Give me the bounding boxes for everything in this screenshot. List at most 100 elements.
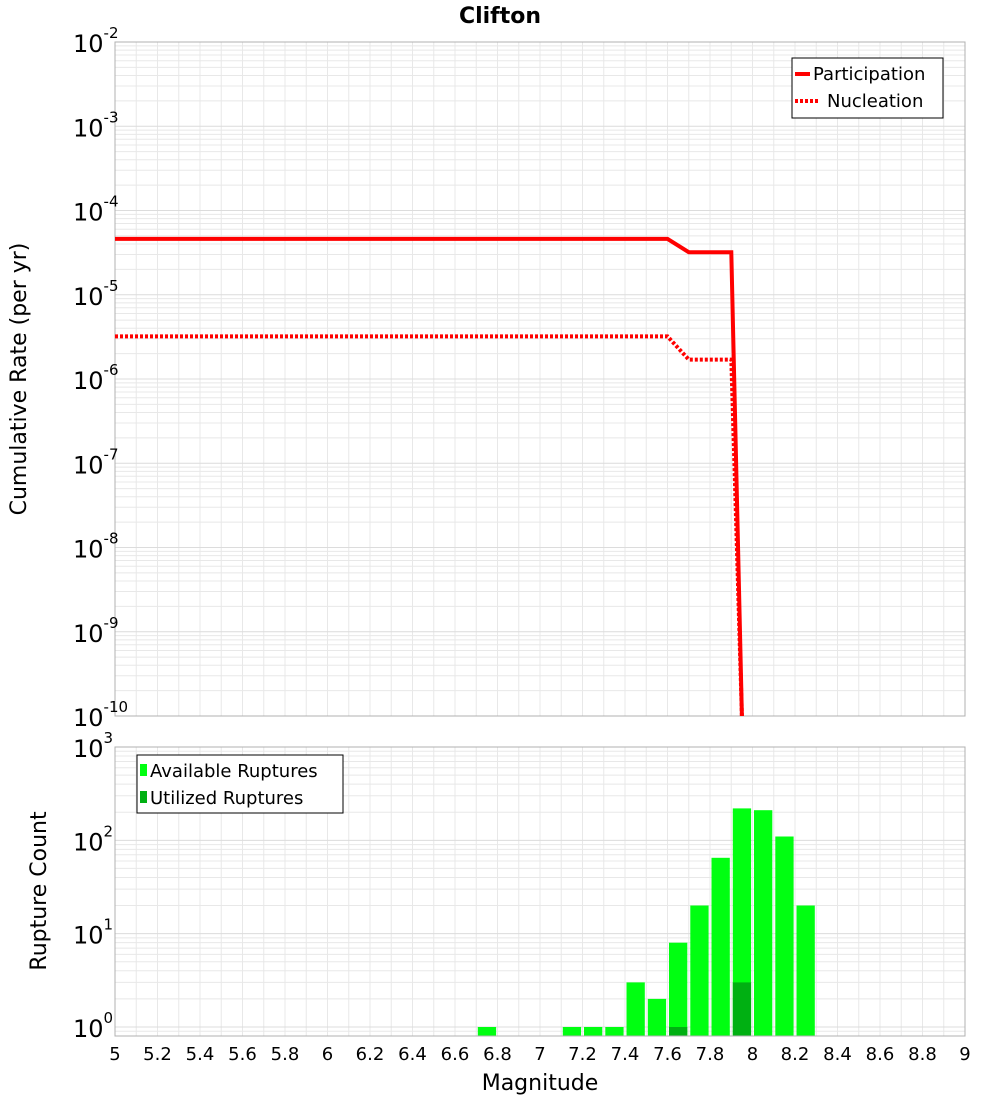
nucleation-legend-label: Nucleation <box>827 91 923 112</box>
bottom-y-tick-exp: 0 <box>104 1009 114 1027</box>
x-tick-labels: 5 5.2 5.4 5.6 5.8 6 6.2 6.4 6.6 6.8 7 7.2 7.4 7.6 7.8 8… <box>109 1044 970 1065</box>
top-y-tick-label: 10-3 <box>73 108 119 142</box>
utilized-ruptures-bar <box>669 1027 688 1036</box>
top-y-tick-base: 10 <box>73 536 104 564</box>
top-plot-grid <box>114 41 966 717</box>
bottom-y-tick-label: 101 <box>73 916 113 950</box>
top-y-tick-exp: -5 <box>104 277 119 295</box>
top-y-tick-base: 10 <box>73 199 104 227</box>
x-tick-label: 8 <box>747 1044 758 1065</box>
bottom-y-tick-label: 102 <box>73 822 113 856</box>
available-ruptures-bar <box>754 810 773 1036</box>
available-ruptures-bar <box>732 808 752 1036</box>
x-tick-label: 7.4 <box>611 1044 640 1065</box>
top-y-tick-base: 10 <box>73 620 104 648</box>
top-y-tick-base: 10 <box>73 704 104 732</box>
available-ruptures-bar <box>711 857 730 1036</box>
utilized-ruptures-legend-label: Utilized Ruptures <box>150 788 303 809</box>
bottom-plot-grid <box>114 746 966 1037</box>
available-ruptures-bar <box>584 1027 603 1036</box>
top-y-tick-base: 10 <box>73 114 104 142</box>
chart-title: Clifton <box>459 4 541 29</box>
top-y-tick-base: 10 <box>73 283 104 311</box>
top-y-tick-base: 10 <box>73 30 104 58</box>
top-legend: Participation Nucleation <box>791 57 944 119</box>
x-tick-label: 8.8 <box>908 1044 937 1065</box>
top-y-axis-label: Cumulative Rate (per yr) <box>7 243 32 516</box>
available-ruptures-bar <box>796 905 815 1036</box>
x-tick-label: 5.4 <box>186 1044 215 1065</box>
top-y-tick-base: 10 <box>73 451 104 479</box>
x-tick-label: 8.6 <box>866 1044 895 1065</box>
top-y-tick-exp: -10 <box>104 698 129 716</box>
bottom-y-tick-base: 10 <box>73 922 104 950</box>
nucleation-line <box>115 334 744 717</box>
x-tick-label: 7 <box>534 1044 545 1065</box>
bottom-y-tick-base: 10 <box>73 828 104 856</box>
bottom-y-tick-exp: 2 <box>104 822 114 840</box>
participation-legend-label: Participation <box>813 64 925 85</box>
top-y-tick-label: 10-5 <box>73 277 119 311</box>
top-plot-series <box>115 236 744 717</box>
bottom-legend-box <box>136 754 344 814</box>
top-y-tick-label: 10-9 <box>73 614 119 648</box>
bottom-y-tick-base: 10 <box>73 735 104 763</box>
utilized-ruptures-bar <box>732 982 752 1036</box>
top-y-tick-label: 10-6 <box>73 361 119 395</box>
available-ruptures-bar <box>477 1027 497 1036</box>
available-ruptures-bar <box>562 1027 582 1036</box>
bottom-plot-bars <box>477 808 815 1036</box>
bottom-legend: Available Ruptures Utilized Ruptures <box>136 754 344 814</box>
x-tick-label: 8.4 <box>823 1044 852 1065</box>
top-y-tick-base: 10 <box>73 367 104 395</box>
x-tick-label: 6.6 <box>441 1044 470 1065</box>
top-legend-box <box>791 57 944 119</box>
x-tick-label: 6.4 <box>398 1044 427 1065</box>
utilized-ruptures-legend-swatch <box>140 791 147 803</box>
top-y-tick-label: 10-10 <box>73 698 128 732</box>
x-tick-label: 8.2 <box>781 1044 810 1065</box>
x-tick-label: 6 <box>322 1044 333 1065</box>
bottom-y-tick-exp: 1 <box>104 916 114 934</box>
available-ruptures-bar <box>626 982 645 1036</box>
top-y-tick-exp: -9 <box>104 614 119 632</box>
bottom-y-tick-exp: 3 <box>104 729 114 747</box>
available-ruptures-bar <box>669 942 688 1036</box>
bottom-y-tick-label: 103 <box>73 729 113 763</box>
available-ruptures-legend-swatch <box>140 764 147 776</box>
bottom-plot-frame <box>114 746 966 1037</box>
available-ruptures-bar <box>605 1027 624 1036</box>
x-tick-label: 5 <box>109 1044 120 1065</box>
top-y-tick-exp: -3 <box>104 108 119 126</box>
x-tick-label: 7.6 <box>653 1044 682 1065</box>
bottom-y-axis-label: Rupture Count <box>27 811 52 971</box>
available-ruptures-bar <box>775 836 794 1036</box>
top-y-tick-label: 10-8 <box>73 530 119 564</box>
top-y-tick-label: 10-7 <box>73 445 119 479</box>
x-tick-label: 6.8 <box>483 1044 512 1065</box>
bottom-y-tick-base: 10 <box>73 1015 104 1043</box>
x-tick-label: 6.2 <box>356 1044 385 1065</box>
top-y-tick-exp: -4 <box>104 193 119 211</box>
top-y-tick-exp: -6 <box>104 361 119 379</box>
available-ruptures-bar <box>647 998 667 1036</box>
x-tick-label: 7.2 <box>568 1044 597 1065</box>
top-y-tick-exp: -8 <box>104 530 119 548</box>
x-tick-label: 9 <box>959 1044 970 1065</box>
top-y-tick-label: 10-2 <box>73 24 119 58</box>
available-ruptures-bar <box>690 905 709 1036</box>
top-y-tick-label: 10-4 <box>73 193 119 227</box>
top-plot-frame <box>114 41 966 717</box>
x-tick-label: 5.6 <box>228 1044 257 1065</box>
top-y-tick-exp: -7 <box>104 445 119 463</box>
x-tick-label: 7.8 <box>696 1044 725 1065</box>
top-y-tick-exp: -2 <box>104 24 119 42</box>
participation-line <box>115 236 744 717</box>
x-tick-label: 5.2 <box>143 1044 172 1065</box>
top-y-tick-labels: 10-210-310-410-510-610-710-810-910-10 <box>73 24 128 732</box>
x-axis-label: Magnitude <box>482 1071 599 1096</box>
bottom-y-tick-label: 100 <box>73 1009 113 1043</box>
available-ruptures-legend-label: Available Ruptures <box>150 761 318 782</box>
